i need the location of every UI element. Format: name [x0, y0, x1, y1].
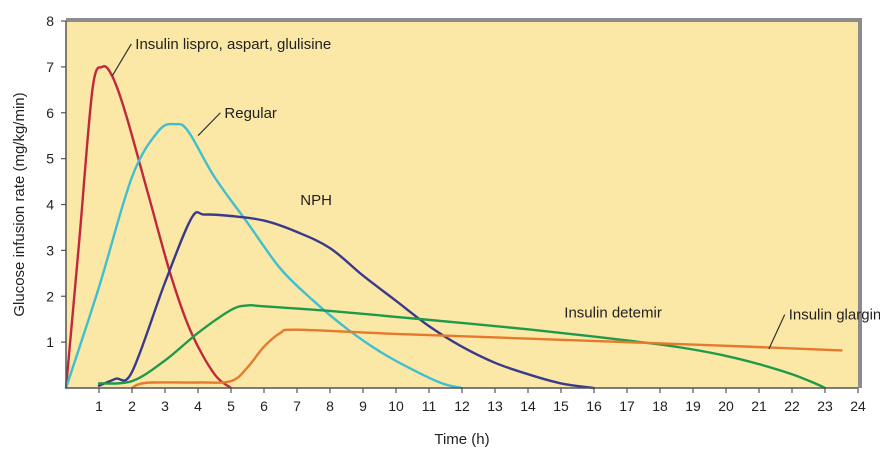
annotation-leaders — [111, 43, 786, 350]
annotation-insulin-detemir: Insulin detemir — [564, 304, 662, 321]
x-tick-label: 20 — [718, 398, 734, 414]
x-tick-label: 4 — [194, 398, 202, 414]
x-tick-label: 8 — [326, 398, 334, 414]
plot-frame-top — [66, 18, 861, 22]
plot-area — [66, 21, 858, 388]
x-tick-label: 10 — [388, 398, 404, 414]
leader-line-insulin-glargine — [768, 314, 786, 350]
series-line-nph — [97, 211, 596, 390]
series-line-insulin-detemir — [97, 303, 827, 390]
leader-line-insulin-lispro-aspart-glulisine — [111, 43, 132, 77]
x-tick-label: 3 — [161, 398, 169, 414]
annotation-nph: NPH — [300, 192, 332, 209]
x-tick-label: 17 — [619, 398, 635, 414]
annotation-regular: Regular — [224, 105, 277, 122]
annotation-labels: Insulin lispro, aspart, glulisine Regular… — [135, 36, 880, 324]
series-layer — [64, 65, 843, 390]
x-tick-label: 18 — [652, 398, 668, 414]
axes — [61, 20, 859, 393]
y-tick-labels: 1 2 3 4 5 6 7 8 — [46, 13, 54, 350]
y-tick-label: 3 — [46, 242, 54, 258]
x-tick-label: 14 — [520, 398, 536, 414]
y-tick-label: 7 — [46, 59, 54, 75]
series-line-insulin-lispro-aspart-glulisine — [64, 65, 233, 390]
x-tick-label: 24 — [850, 398, 866, 414]
x-tick-label: 23 — [817, 398, 833, 414]
x-tick-label: 2 — [128, 398, 136, 414]
series-line-regular — [64, 122, 464, 390]
x-tick-label: 1 — [95, 398, 103, 414]
annotation-insulin-glargine: Insulin glargine — [789, 307, 880, 324]
x-tick-label: 22 — [784, 398, 800, 414]
y-tick-label: 5 — [46, 151, 54, 167]
series-line-insulin-glargine — [130, 328, 843, 390]
leader-line-regular — [197, 112, 221, 137]
x-tick-label: 21 — [751, 398, 767, 414]
y-axis-title: Glucose infusion rate (mg/kg/min) — [11, 92, 28, 316]
x-tick-label: 11 — [422, 398, 437, 414]
y-tick-label: 1 — [46, 334, 54, 350]
y-tick-label: 2 — [46, 288, 54, 304]
x-tick-label: 12 — [454, 398, 470, 414]
x-tick-label: 15 — [553, 398, 569, 414]
x-tick-labels: 1 2 3 4 5 6 7 8 9 10 11 12 13 14 15 16 17 18 19 20 21 22 23 24 — [95, 398, 866, 414]
x-tick-label: 5 — [227, 398, 235, 414]
y-tick-label: 8 — [46, 13, 54, 29]
plot-background — [66, 18, 862, 388]
x-tick-label: 19 — [685, 398, 701, 414]
x-tick-label: 7 — [293, 398, 301, 414]
x-tick-label: 16 — [586, 398, 602, 414]
annotation-insulin-lispro-aspart-glulisine: Insulin lispro, aspart, glulisine — [135, 36, 331, 53]
x-tick-label: 13 — [487, 398, 503, 414]
x-axis-title: Time (h) — [434, 431, 489, 448]
y-tick-label: 6 — [46, 105, 54, 121]
plot-frame-right — [858, 18, 862, 388]
x-tick-label: 6 — [260, 398, 268, 414]
y-tick-label: 4 — [46, 197, 54, 213]
x-tick-label: 9 — [359, 398, 367, 414]
